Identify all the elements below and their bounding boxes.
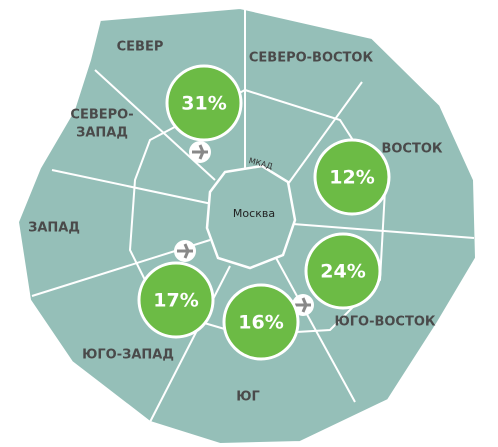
region-label: ЮГ — [236, 390, 260, 405]
region-label: СЕВЕРО- — [70, 108, 133, 123]
share-bubble — [313, 138, 391, 216]
share-bubble — [137, 261, 215, 339]
region-label: ЗАПАД — [76, 126, 128, 141]
city-label: Москва — [233, 207, 275, 220]
region-label: ЮГО-ВОСТОК — [334, 315, 435, 330]
share-label: 24% — [320, 261, 365, 283]
share-label: 31% — [181, 93, 226, 115]
share-bubble — [165, 64, 243, 142]
share-bubble — [222, 283, 300, 361]
share-label: 17% — [153, 290, 198, 312]
region-label: ЮГО-ЗАПАД — [82, 348, 174, 363]
share-bubble — [304, 232, 382, 310]
share-label: 16% — [238, 312, 283, 334]
region-label: СЕВЕРО-ВОСТОК — [249, 51, 374, 66]
region-label: ВОСТОК — [381, 142, 442, 157]
city-center — [205, 164, 297, 270]
share-label: 12% — [329, 167, 374, 189]
region-label: ЗАПАД — [28, 221, 80, 236]
sector-borders — [31, 10, 475, 423]
region-label: СЕВЕР — [117, 40, 164, 55]
